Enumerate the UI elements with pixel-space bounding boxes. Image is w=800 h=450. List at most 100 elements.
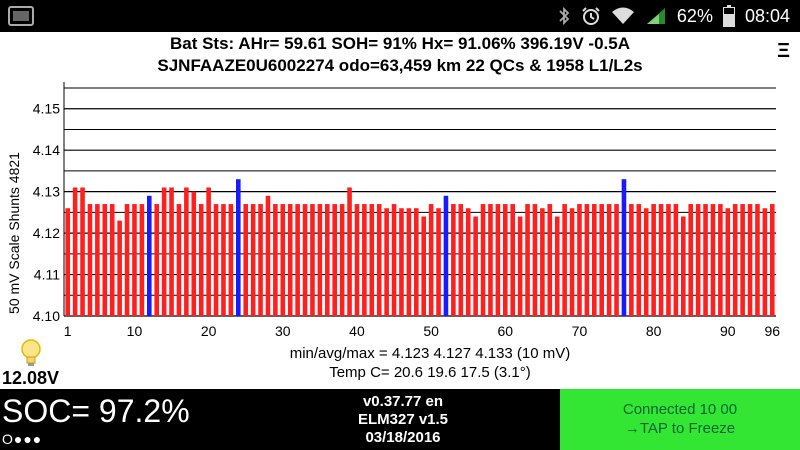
bar-cell-27 [258, 204, 263, 316]
cell-voltage-stats: min/avg/max = 4.123 4.127 4.133 (10 mV) [289, 345, 571, 362]
x-tick-label: 30 [275, 323, 291, 339]
soc-readout: SOC= 97.2% [2, 393, 190, 429]
bar-cell-52 [443, 195, 449, 316]
bar-cell-90 [725, 208, 731, 316]
aux-battery-voltage: 12.08V [2, 368, 60, 388]
bar-cell-13 [154, 204, 160, 316]
bar-cell-55 [465, 208, 471, 316]
temperature-stats: Temp C= 20.6 19.6 17.5 (3.1°) [329, 364, 531, 381]
bar-cell-50 [428, 204, 434, 316]
y-tick-labels: 4.10 4.11 4.12 4.13 4.14 4.15 [33, 101, 60, 324]
bar-cell-69 [569, 208, 575, 316]
vehicle-info-line: SJNFAAZE0U6002274 odo=63,459 km 22 QCs &… [157, 56, 643, 75]
battery-status-line: Bat Sts: AHr= 59.61 SOH= 91% Hx= 91.06% … [169, 34, 631, 53]
bar-cell-54 [458, 204, 464, 316]
bar-cell-12 [146, 195, 152, 316]
bar-cell-40 [354, 204, 360, 316]
bar-cell-62 [517, 216, 523, 316]
bar-cell-56 [473, 216, 478, 316]
bar-cell-57 [480, 204, 486, 316]
bar-cell-89 [718, 204, 723, 316]
bar-cell-35 [317, 204, 323, 316]
wifi-icon [611, 7, 634, 24]
bar-cell-11 [139, 204, 145, 316]
y-axis-label: 50 mV Scale Shunts 4821 [6, 152, 22, 314]
bar-cell-9 [124, 204, 130, 316]
bar-cell-95 [762, 208, 768, 316]
bar-cell-81 [658, 204, 664, 316]
y-tick-label: 4.12 [33, 225, 60, 241]
bar-cell-10 [132, 204, 137, 316]
bar-cell-24 [235, 179, 241, 316]
app-version: v0.37.77 en [362, 393, 444, 410]
bar-cell-41 [362, 204, 367, 316]
bar-cell-88 [710, 204, 716, 316]
bar-cell-19 [198, 204, 204, 316]
x-tick-label: 1 [64, 323, 72, 339]
bar-cell-29 [273, 204, 278, 316]
bar-cell-18 [191, 191, 197, 316]
build-date: 03/18/2016 [365, 429, 441, 446]
y-tick-label: 4.14 [33, 142, 60, 158]
bar-cell-28 [265, 195, 271, 316]
bottom-bar: SOC= 97.2% O●●● v0.37.77 en ELM327 v1.5 … [0, 389, 800, 450]
bar-cell-85 [688, 204, 694, 316]
bar-cell-58 [488, 204, 493, 316]
thumbnail-icon [8, 6, 34, 26]
bar-cell-14 [161, 187, 167, 316]
bar-cell-22 [221, 204, 226, 316]
bar-cell-5 [95, 204, 100, 316]
lightbulb-icon [21, 339, 41, 366]
y-tick-label: 4.10 [33, 308, 60, 324]
bluetooth-icon [559, 6, 570, 26]
bar-cell-20 [206, 187, 211, 316]
bar-cell-42 [369, 204, 375, 316]
y-tick-label: 4.11 [34, 267, 60, 283]
x-tick-labels: 1 10 20 30 40 50 60 70 80 90 96 [64, 323, 780, 339]
bar-cell-83 [673, 204, 679, 316]
bar-cell-70 [577, 204, 582, 316]
bar-cell-91 [732, 204, 738, 316]
chart-bars [65, 179, 775, 316]
clock: 08:04 [744, 5, 790, 26]
x-tick-label: 96 [765, 323, 781, 339]
connection-status: Connected 10 00 [622, 401, 738, 418]
bar-cell-16 [176, 204, 182, 316]
bar-cell-33 [302, 204, 308, 316]
bar-cell-63 [525, 204, 530, 316]
page-indicator: O●●● [2, 431, 43, 447]
bar-cell-53 [451, 204, 456, 316]
bar-cell-84 [680, 216, 686, 316]
bar-cell-46 [399, 208, 404, 316]
bar-cell-92 [740, 204, 745, 316]
bar-cell-21 [213, 204, 219, 316]
bar-cell-93 [747, 204, 753, 316]
connect-freeze-button[interactable]: Connected 10 00 →TAP to Freeze [560, 389, 800, 450]
battery-percent: 62% [676, 5, 713, 26]
bar-cell-73 [599, 204, 605, 316]
bar-cell-17 [184, 187, 189, 316]
bar-cell-23 [228, 204, 234, 316]
bar-cell-43 [376, 204, 382, 316]
bar-cell-51 [436, 208, 441, 316]
y-tick-label: 4.15 [33, 101, 60, 117]
bar-cell-65 [540, 208, 545, 316]
tap-to-freeze-label: →TAP to Freeze [624, 420, 736, 437]
x-tick-label: 50 [423, 323, 439, 339]
bar-cell-82 [666, 204, 671, 316]
bar-cell-78 [636, 204, 642, 316]
bar-cell-7 [109, 204, 115, 316]
bar-cell-72 [591, 204, 597, 316]
bar-cell-26 [250, 204, 256, 316]
battery-icon [722, 5, 735, 27]
bar-cell-60 [502, 204, 508, 316]
bar-cell-68 [562, 204, 567, 316]
bar-cell-77 [629, 204, 634, 316]
bar-cell-47 [406, 208, 412, 316]
bar-cell-8 [117, 220, 122, 316]
menu-button[interactable]: Ξ [777, 40, 790, 62]
alarm-icon [582, 7, 600, 25]
x-tick-label: 60 [498, 323, 514, 339]
bar-cell-1 [65, 208, 71, 316]
cell-voltage-chart[interactable]: 4.10 4.11 4.12 4.13 4.14 4.15 1 10 20 30 40 50 60 70… [0, 80, 800, 385]
